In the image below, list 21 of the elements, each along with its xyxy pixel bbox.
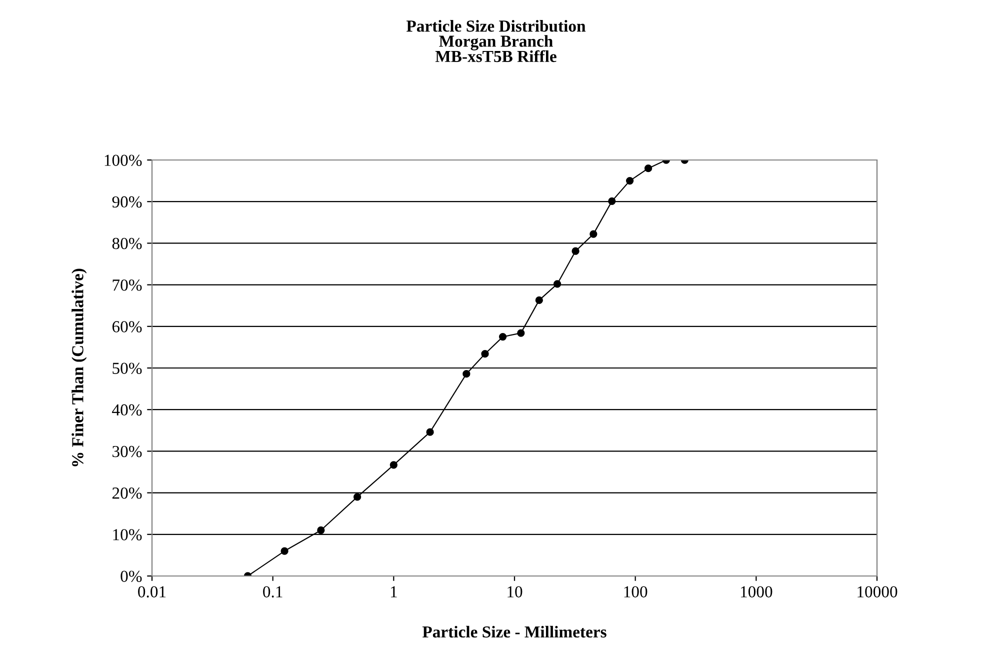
- y-tick-label: 70%: [112, 280, 142, 291]
- x-axis-title: Particle Size - Millimeters: [422, 626, 606, 638]
- chart-title: Particle Size Distribution Morgan Branch MB-xsT5B Riffle: [406, 20, 586, 62]
- x-tick-label: 100: [624, 586, 648, 598]
- x-tick-label: 0.1: [263, 586, 282, 598]
- y-tick-label: 90%: [112, 196, 142, 208]
- y-tick-label: 100%: [104, 154, 142, 166]
- y-tick-label: 80%: [112, 238, 142, 250]
- y-tick-label: 20%: [112, 488, 142, 499]
- y-axis-title: % Finer Than (Cumulative): [72, 268, 87, 466]
- y-tick-label: 30%: [112, 446, 142, 458]
- x-tick-label: 10000: [858, 586, 898, 598]
- x-tick-label: 1000: [740, 586, 772, 598]
- x-tick-label: 1: [390, 586, 397, 598]
- x-tick-label: 0.01: [138, 586, 166, 598]
- y-tick-label: 40%: [112, 404, 142, 416]
- x-tick-label: 10: [508, 586, 522, 598]
- y-tick-label: 60%: [112, 321, 142, 332]
- y-tick-label: 0%: [120, 570, 142, 582]
- y-tick-label: 50%: [112, 362, 142, 374]
- y-tick-label: 10%: [113, 529, 142, 540]
